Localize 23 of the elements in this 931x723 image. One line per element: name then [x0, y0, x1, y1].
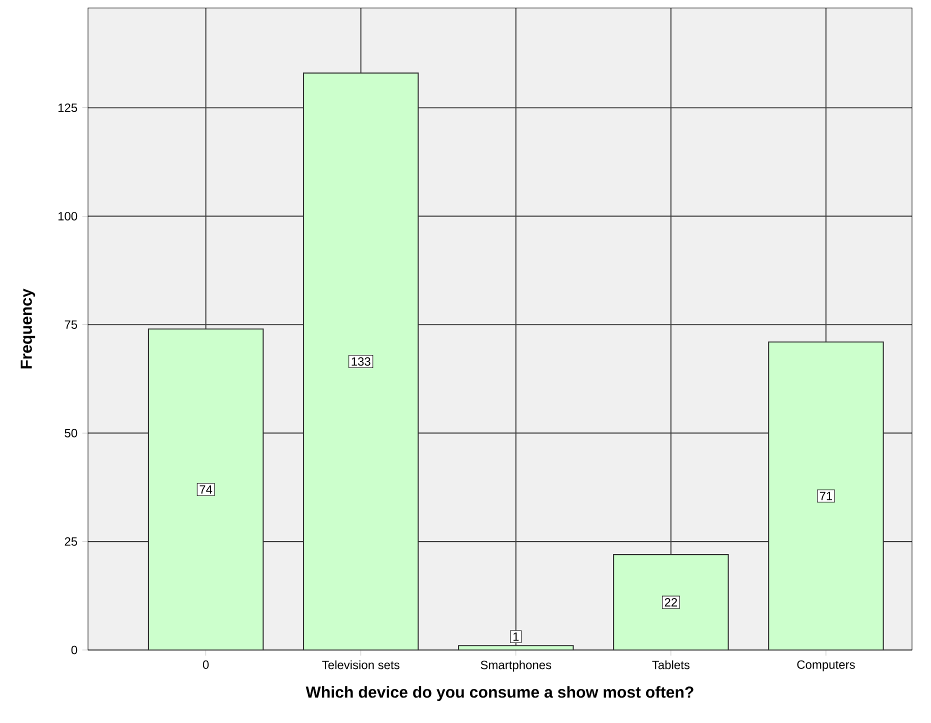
data-label: 71 — [820, 492, 832, 500]
bar — [768, 341, 884, 650]
data-label: 74 — [200, 485, 212, 494]
data-label: 1 — [513, 632, 519, 641]
x-tick-label: Smartphones — [480, 660, 552, 672]
x-tick-label: Tablets — [652, 660, 690, 670]
data-label: 133 — [352, 357, 370, 366]
bar — [302, 72, 419, 650]
x-tick-label: Television sets — [322, 660, 400, 670]
x-tick-label: Computers — [797, 660, 855, 672]
x-tick-label: 0 — [202, 660, 209, 669]
bar — [148, 328, 264, 650]
y-tick-label: 75 — [64, 320, 78, 329]
y-tick-label: 25 — [64, 537, 78, 546]
y-tick-label: 0 — [71, 646, 78, 654]
y-axis-title: Frequency — [20, 288, 36, 368]
bar — [613, 554, 729, 650]
bar — [458, 645, 574, 650]
data-label: 22 — [664, 598, 677, 606]
y-tick-label: 125 — [58, 104, 78, 112]
y-tick-label: 100 — [58, 212, 78, 220]
x-axis-title: Which device do you consume a show most often? — [306, 686, 694, 701]
y-tick-label: 50 — [64, 428, 78, 438]
